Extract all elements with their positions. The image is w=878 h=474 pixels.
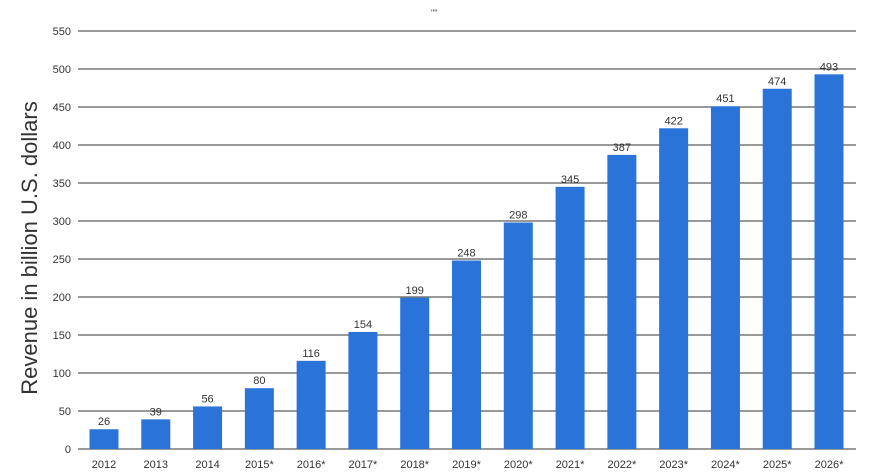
y-tick-label: 200 [53,292,71,304]
y-axis-title: Revenue in billion U.S. dollars [17,101,42,395]
bar [89,429,119,449]
bar-value-label: 154 [354,319,372,331]
bar [659,128,689,449]
x-tick-label: 2023* [659,459,688,469]
x-tick-label: 2013 [144,459,168,469]
y-tick-label: 100 [53,368,71,380]
bar-value-label: 451 [716,93,734,105]
bar [400,297,430,449]
bar [710,106,740,450]
bar [296,360,326,449]
x-tick-label: 2025* [763,459,792,469]
x-tick-label: 2026* [815,459,844,469]
x-tick-label: 2021* [556,459,585,469]
bar [814,74,844,449]
y-tick-label: 500 [53,64,71,76]
bar-value-label: 39 [150,406,162,418]
x-tick-label: 2022* [607,459,636,469]
y-tick-label: 50 [59,406,71,418]
x-tick-label: 2016* [297,459,326,469]
bar-value-label: 298 [509,210,527,222]
chart-top-mark: "" [431,8,438,18]
x-tick-label: 2019* [452,459,481,469]
bar [762,88,792,449]
y-tick-label: 300 [53,216,71,228]
bar [607,154,637,449]
y-tick-label: 400 [53,140,71,152]
bar-value-label: 493 [820,61,838,73]
bar [193,406,223,449]
bar [452,260,481,449]
bar-value-label: 199 [406,285,424,297]
bars: 26 2012 39 2013 56 2014 80 2015* 116 2016* 154 2017… [89,61,844,471]
x-tick-label: 2020* [504,459,533,469]
bar-value-label: 26 [98,416,110,428]
bar [348,331,378,449]
bar-value-label: 345 [561,174,579,186]
y-tick-label: 0 [65,444,71,456]
x-tick-label: 2024* [711,459,740,469]
y-tick-label: 450 [53,102,71,114]
x-tick-label: 2018* [400,459,429,469]
bar-value-label: 474 [768,76,786,88]
bar [141,419,171,449]
y-tick-label: 350 [53,178,71,190]
bar-value-label: 248 [457,248,475,260]
y-tick-label: 250 [53,254,71,266]
bar-value-label: 422 [664,115,682,127]
bar-value-label: 80 [253,375,265,387]
bar-value-label: 387 [613,142,631,154]
x-tick-label: 2012 [92,459,116,469]
y-tick-label: 550 [53,26,71,38]
x-tick-label: 2015* [245,459,274,469]
bar-value-label: 116 [302,348,320,360]
x-tick-label: 2017* [349,459,378,469]
bar [503,222,533,449]
bar [244,388,274,449]
y-tick-label: 150 [53,330,71,342]
bar-value-label: 56 [201,393,213,405]
bar [555,186,585,450]
x-tick-label: 2014 [195,459,219,469]
